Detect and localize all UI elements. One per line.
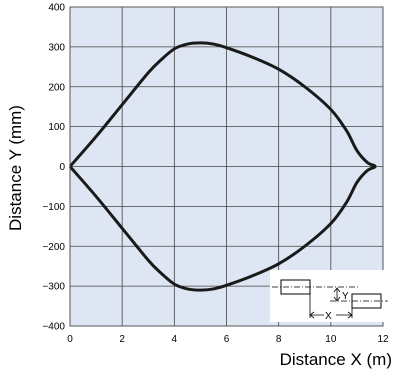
y-tick-label: 0 (59, 162, 65, 173)
plot-frame (69, 6, 384, 327)
y-tick-label: −400 (42, 322, 65, 333)
y-tick-label: 400 (48, 3, 65, 14)
inset-x-label: X (325, 311, 332, 322)
x-tick-label: 12 (377, 334, 389, 345)
y-tick-label: 200 (48, 82, 65, 93)
x-tick-label: 0 (67, 334, 73, 345)
inset-y-label: Y (342, 291, 349, 302)
inset-y-arrowheads (333, 287, 341, 302)
y-tick-label: 100 (48, 122, 65, 133)
y-tick-label: 300 (48, 42, 65, 53)
axis-ticks: 0 2 4 6 8 10 12 400 300 200 100 0 −100 −200 −300 −400 (42, 3, 389, 346)
y-tick-label: −200 (42, 242, 65, 253)
inset-x-label-bg (324, 309, 336, 320)
y-axis-title: Distance Y (mm) (6, 105, 25, 231)
detection-area-curve (68, 41, 377, 292)
x-axis-title: Distance X (m) (280, 350, 392, 369)
y-tick-label: −300 (42, 282, 65, 293)
inset-diagram: Y X (270, 270, 390, 322)
x-tick-label: 6 (224, 334, 230, 345)
x-tick-label: 2 (119, 334, 125, 345)
y-tick-label: −100 (42, 202, 65, 213)
x-tick-label: 10 (325, 334, 337, 345)
x-tick-label: 8 (276, 334, 282, 345)
inset-x-arrowheads (309, 311, 353, 319)
x-tick-label: 4 (172, 334, 178, 345)
